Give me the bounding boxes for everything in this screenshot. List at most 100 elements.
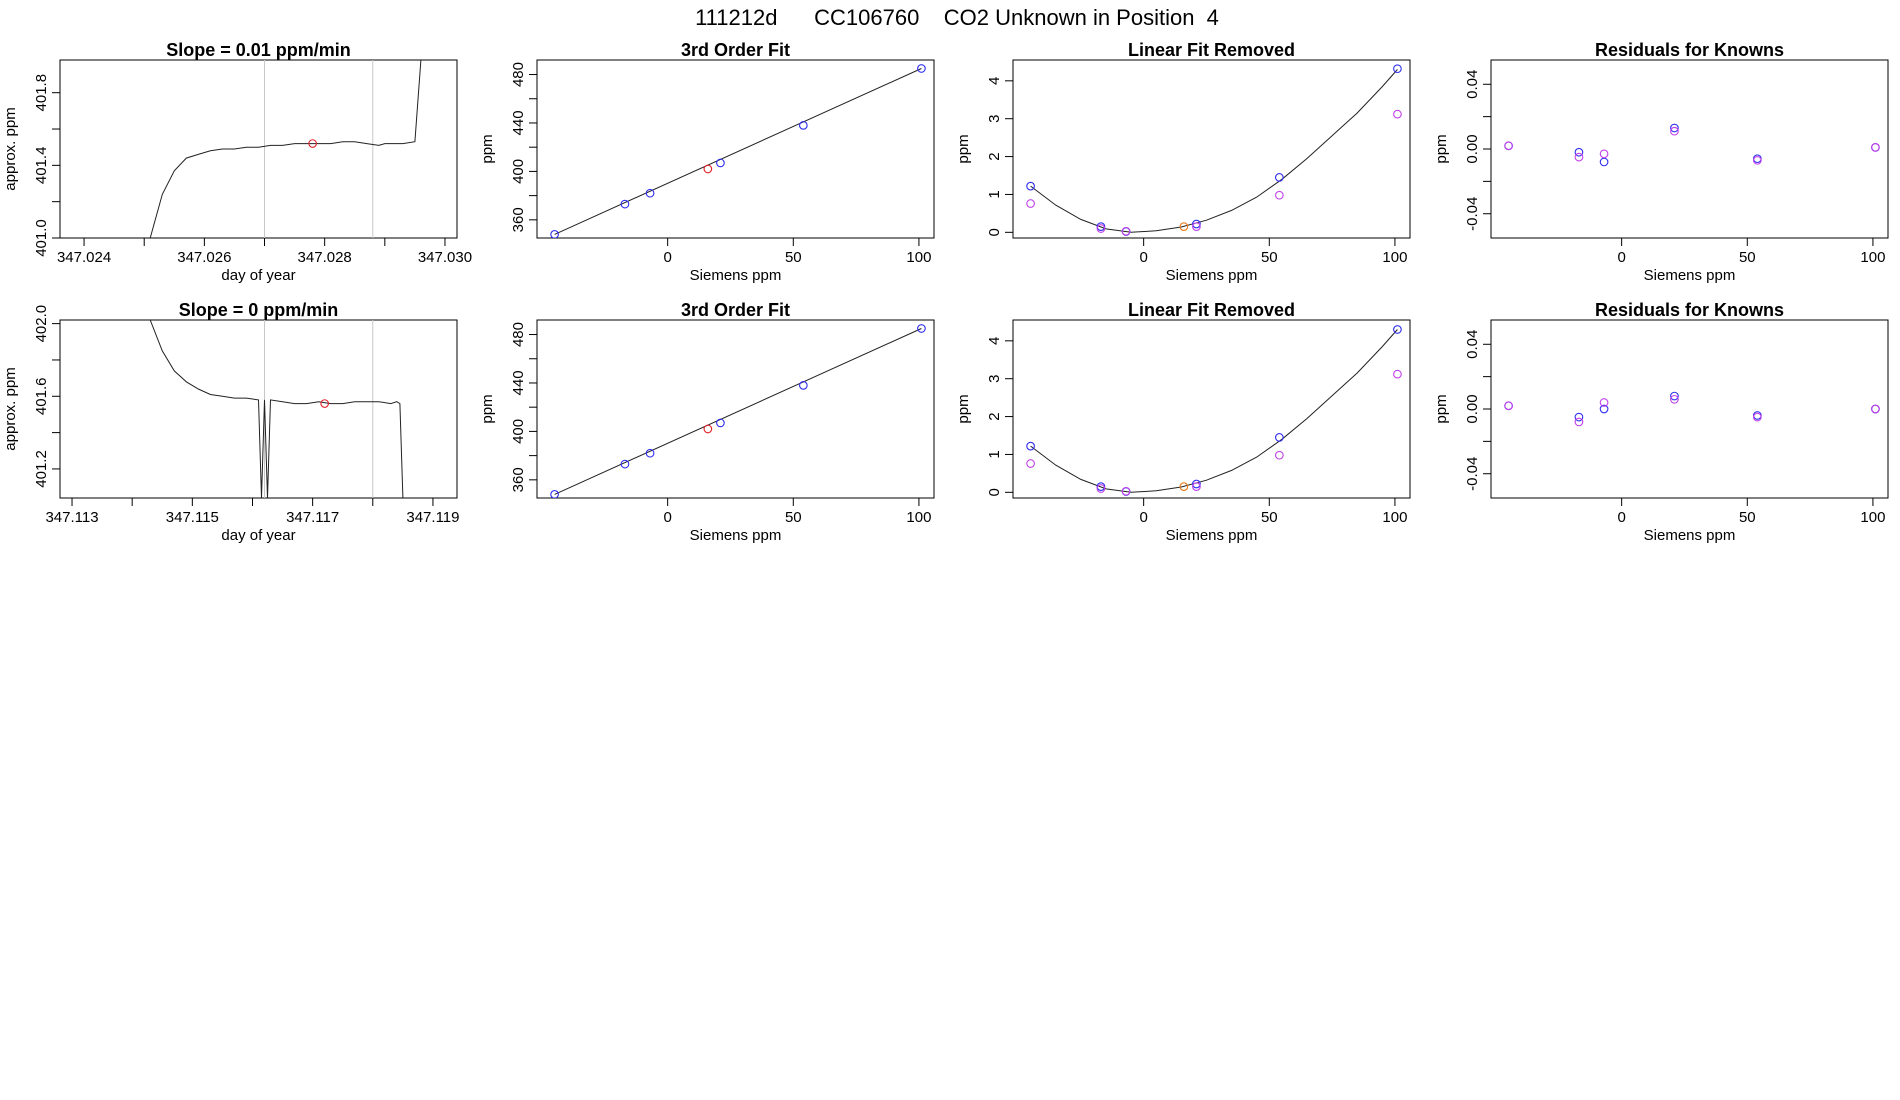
x-tick-label: 100: [1382, 249, 1407, 266]
data-point-blue: [917, 64, 926, 73]
y-tick-label: 401.0: [33, 219, 50, 257]
data-point-magenta: [1393, 109, 1402, 119]
plot-area: [550, 64, 926, 238]
data-point-magenta: [1670, 126, 1679, 136]
y-tick-label: 1: [986, 450, 1003, 458]
y-tick-label: 480: [510, 62, 527, 87]
data-point-blue: [798, 381, 808, 390]
x-axis-label: day of year: [221, 527, 295, 544]
fit-curve: [1030, 69, 1398, 233]
data-point-blue: [1574, 412, 1584, 422]
panel-5: Slope = 0 ppm/min 347.113 347.115 347.117 34…: [2, 300, 459, 544]
x-tick-label: 100: [1382, 509, 1407, 526]
data-point-blue: [1599, 404, 1609, 414]
y-tick-label: -0.04: [1464, 457, 1481, 491]
x-tick-label: 347.113: [45, 509, 98, 526]
y-axis-label: ppm: [955, 134, 972, 163]
x-axis-label: Siemens ppm: [1166, 527, 1258, 544]
y-tick-label: 401.8: [33, 74, 50, 112]
data-point-blue: [1393, 64, 1402, 74]
y-tick-label: 0.04: [1464, 330, 1481, 359]
panel-8: Residuals for Knowns 0 50 100 -0.04 0.00 0.04 S…: [1433, 300, 1889, 544]
data-point-blue: [550, 490, 559, 498]
plot-frame: [1490, 59, 1889, 239]
data-point-blue: [1274, 433, 1284, 442]
y-tick-label: 0.04: [1464, 70, 1481, 99]
x-tick-label: 0: [1617, 509, 1625, 526]
plot-area: [550, 324, 926, 498]
y-tick-label: 400: [510, 159, 527, 184]
data-point-blue: [716, 418, 725, 428]
panel-title: Slope = 0.01 ppm/min: [166, 40, 351, 60]
plot-frame: [536, 59, 935, 239]
y-axis-label: ppm: [955, 394, 972, 423]
y-tick-label: 401.2: [33, 450, 50, 488]
y-tick-label: 480: [510, 322, 527, 347]
data-point-red: [703, 164, 713, 174]
y-tick-label: 0.00: [1464, 134, 1481, 163]
data-point-red: [703, 424, 713, 434]
data-point-blue: [1599, 157, 1609, 167]
x-axis-label: Siemens ppm: [690, 267, 782, 284]
series-line: [149, 60, 422, 238]
y-axis-label: approx. ppm: [2, 367, 19, 450]
y-tick-label: 440: [510, 370, 527, 395]
data-point-magenta: [1096, 484, 1106, 493]
y-tick-label: 3: [986, 115, 1003, 123]
x-tick-label: 347.119: [406, 509, 459, 526]
x-tick-label: 0: [1617, 249, 1625, 266]
y-tick-label: 4: [986, 77, 1003, 85]
panel-7: Linear Fit Removed 0 50 100 0 1 2 3 4 Siemens ppm…: [955, 300, 1411, 544]
data-point-magenta: [1504, 401, 1513, 411]
data-point-blue: [798, 121, 808, 130]
plot-frame: [1012, 59, 1411, 239]
data-point-blue: [620, 199, 630, 209]
data-point-magenta: [1192, 482, 1201, 491]
y-tick-label: 360: [510, 207, 527, 232]
x-tick-label: 50: [1739, 249, 1756, 266]
y-axis-label: ppm: [479, 134, 496, 163]
x-tick-label: 100: [906, 509, 931, 526]
panel-3: Linear Fit Removed 0 50 100 0 1 2 3 4 Siemens ppm…: [955, 40, 1411, 284]
fit-curve: [1030, 329, 1398, 493]
y-axis-label: ppm: [1433, 134, 1450, 163]
plot-frame: [59, 319, 458, 499]
plot-frame: [1012, 319, 1411, 499]
panel-title: 3rd Order Fit: [681, 40, 790, 60]
data-point-blue: [620, 459, 630, 469]
data-point-magenta: [1121, 486, 1131, 496]
y-axis-label: ppm: [479, 394, 496, 423]
plot-area: [1504, 123, 1880, 167]
y-tick-label: 400: [510, 419, 527, 444]
y-tick-label: -0.04: [1464, 197, 1481, 231]
x-tick-label: 50: [1261, 249, 1278, 266]
x-axis-label: Siemens ppm: [1644, 527, 1736, 544]
data-point-red: [308, 139, 317, 148]
x-tick-label: 100: [1860, 249, 1885, 266]
panel-1: Slope = 0.01 ppm/min 347.024 347.026 347.02…: [2, 40, 472, 284]
data-point-magenta: [1670, 394, 1679, 404]
data-point-magenta: [1752, 155, 1762, 165]
data-point-blue: [716, 158, 725, 168]
data-point-orange: [1179, 222, 1189, 231]
x-tick-label: 50: [1739, 509, 1756, 526]
data-point-orange: [1179, 482, 1189, 491]
x-tick-label: 347.028: [298, 249, 352, 266]
data-point-magenta: [1393, 369, 1402, 379]
data-point-magenta: [1752, 412, 1762, 422]
y-axis-label: ppm: [1433, 394, 1450, 423]
y-tick-label: 1: [986, 190, 1003, 198]
data-point-magenta: [1026, 459, 1035, 468]
data-point-magenta: [1599, 398, 1609, 407]
data-point-blue: [1574, 147, 1584, 157]
x-axis-label: Siemens ppm: [690, 527, 782, 544]
data-point-blue: [1192, 219, 1201, 229]
panel-title: Residuals for Knowns: [1595, 300, 1784, 320]
y-tick-label: 4: [986, 337, 1003, 345]
data-point-blue: [1026, 181, 1035, 191]
x-tick-label: 0: [1139, 509, 1147, 526]
fit-line: [554, 68, 922, 235]
fit-line: [554, 328, 922, 495]
data-point-blue: [1393, 325, 1402, 334]
data-point-magenta: [1121, 226, 1131, 236]
